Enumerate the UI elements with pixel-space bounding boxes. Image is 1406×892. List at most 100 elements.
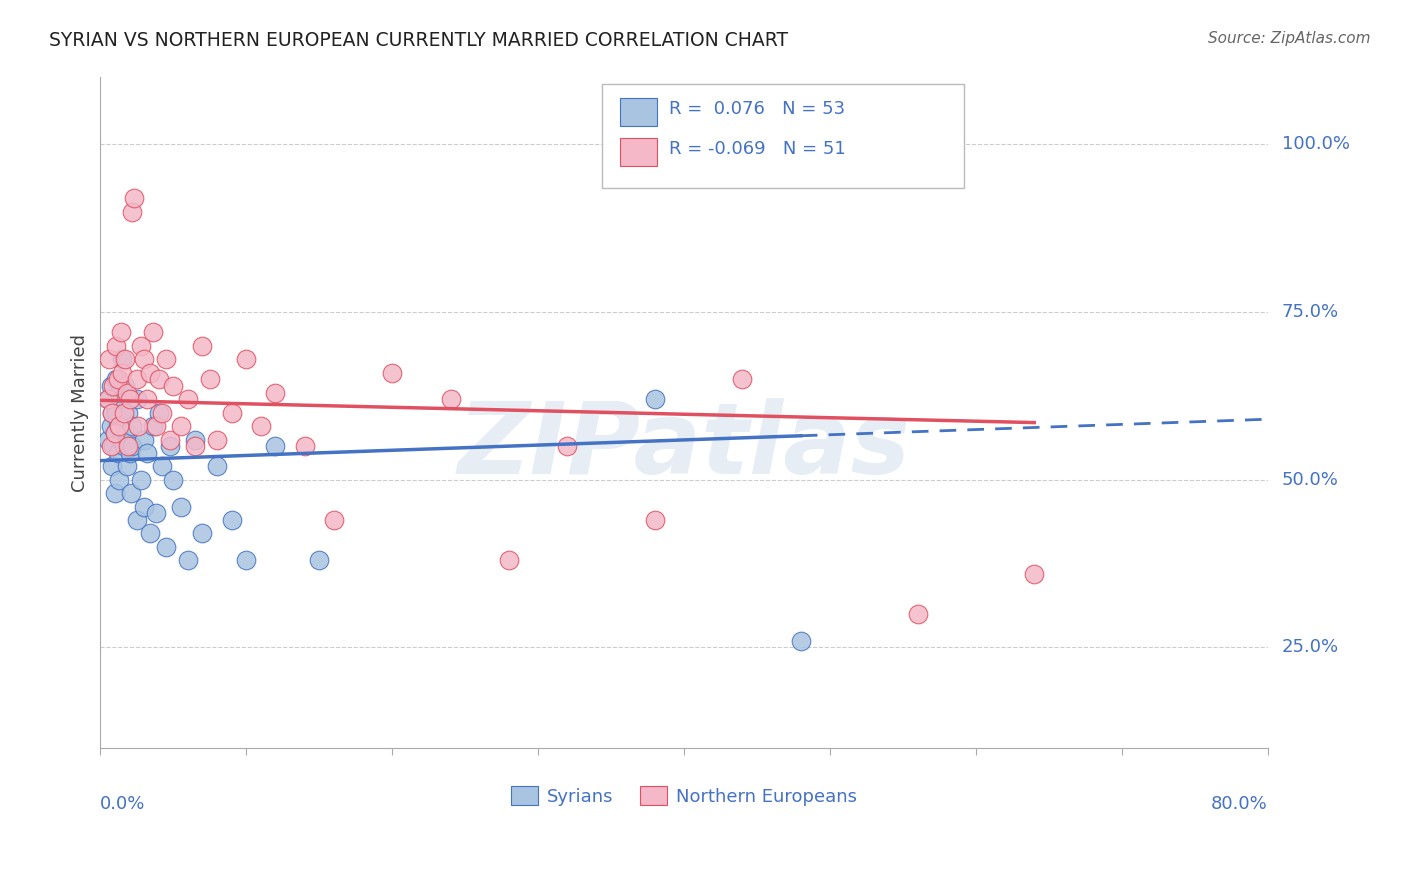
Point (100, 419, 122, 434)
Point (110, 433, 132, 447)
Text: 25.0%: 25.0% (1282, 639, 1339, 657)
Point (105, 372, 128, 386)
Point (107, 372, 129, 386)
Point (115, 459, 138, 474)
Point (907, 607, 929, 621)
Point (111, 352, 134, 367)
Point (205, 433, 228, 447)
Point (169, 500, 191, 514)
Point (120, 486, 142, 500)
Point (136, 392, 159, 407)
Text: R = -0.069   N = 51: R = -0.069 N = 51 (669, 140, 845, 158)
Point (121, 419, 143, 434)
Point (162, 379, 184, 393)
Point (111, 392, 134, 407)
Point (148, 372, 170, 386)
Point (108, 473, 131, 487)
Point (145, 419, 167, 434)
Point (145, 506, 167, 520)
Point (184, 439, 207, 453)
Point (308, 553, 330, 567)
Point (112, 412, 135, 426)
Point (139, 526, 162, 541)
Point (142, 325, 165, 339)
Point (235, 553, 257, 567)
Text: 0.0%: 0.0% (100, 795, 146, 813)
Point (108, 419, 131, 434)
Point (169, 419, 191, 434)
Point (136, 446, 159, 460)
Point (115, 425, 138, 440)
Point (107, 446, 129, 460)
FancyBboxPatch shape (620, 137, 657, 166)
Point (114, 352, 136, 367)
Point (110, 325, 132, 339)
Point (105, 406, 128, 420)
Point (644, 392, 666, 407)
Point (107, 419, 129, 434)
Point (117, 406, 139, 420)
Point (191, 526, 214, 541)
Point (159, 433, 181, 447)
Point (555, 439, 578, 453)
Point (155, 540, 177, 554)
Point (114, 379, 136, 393)
Point (100, 439, 122, 453)
Point (221, 513, 243, 527)
Point (205, 459, 228, 474)
Point (134, 500, 156, 514)
Text: R =  0.076   N = 53: R = 0.076 N = 53 (669, 100, 845, 118)
Point (235, 352, 257, 367)
Point (125, 392, 148, 407)
Point (198, 372, 221, 386)
Text: 50.0%: 50.0% (1282, 471, 1339, 489)
Point (122, 191, 145, 205)
Point (101, 406, 124, 420)
Point (103, 439, 125, 453)
Point (112, 439, 135, 453)
Point (115, 385, 138, 400)
Point (117, 439, 139, 453)
Point (98, 352, 121, 367)
Point (264, 385, 287, 400)
Text: 75.0%: 75.0% (1282, 303, 1339, 321)
FancyBboxPatch shape (602, 84, 965, 188)
Y-axis label: Currently Married: Currently Married (72, 334, 89, 491)
Point (264, 439, 287, 453)
Point (134, 352, 156, 367)
Point (97, 433, 120, 447)
Point (125, 513, 148, 527)
Point (731, 372, 754, 386)
Point (644, 513, 666, 527)
Point (1024, 566, 1046, 581)
Point (129, 473, 152, 487)
Point (129, 339, 152, 353)
Point (101, 406, 124, 420)
Text: ZIPatlas: ZIPatlas (457, 398, 911, 495)
Point (191, 339, 214, 353)
Point (139, 366, 162, 380)
Point (111, 366, 134, 380)
Point (221, 406, 243, 420)
Point (97, 392, 120, 407)
Point (381, 366, 404, 380)
Legend: Syrians, Northern Europeans: Syrians, Northern Europeans (503, 779, 865, 813)
Point (104, 486, 127, 500)
Point (159, 439, 181, 453)
Point (101, 459, 124, 474)
Point (112, 406, 135, 420)
Point (439, 392, 461, 407)
Point (148, 406, 170, 420)
Point (104, 425, 127, 440)
Text: Source: ZipAtlas.com: Source: ZipAtlas.com (1208, 31, 1371, 46)
Text: 80.0%: 80.0% (1211, 795, 1268, 813)
Text: 100.0%: 100.0% (1282, 136, 1350, 153)
Point (142, 419, 165, 434)
Point (250, 419, 273, 434)
Point (104, 425, 127, 440)
Point (118, 392, 141, 407)
Point (177, 553, 200, 567)
Point (125, 372, 148, 386)
Point (118, 446, 141, 460)
Point (790, 633, 813, 648)
